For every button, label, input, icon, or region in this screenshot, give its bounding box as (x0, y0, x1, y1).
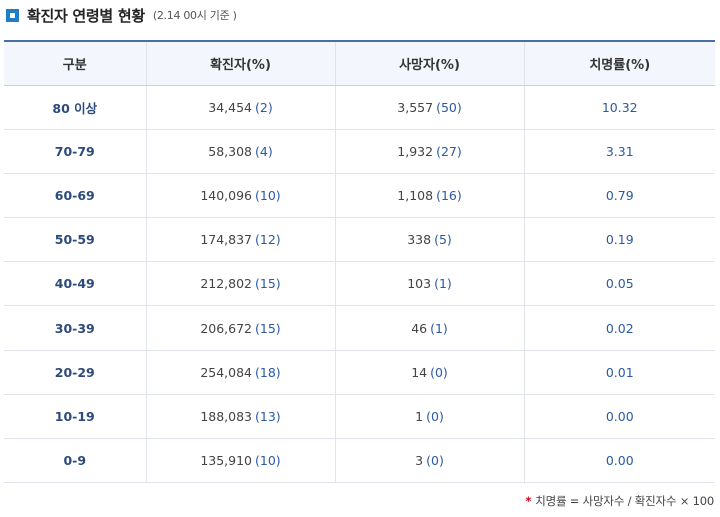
confirmed-percent: (10) (255, 187, 281, 203)
table-row: 40-49 212,802 (15) 103 (1) 0.05 (4, 261, 715, 307)
confirmed-cell: 212,802 (15) (146, 261, 336, 307)
confirmed-count: 254,084 (200, 364, 253, 380)
age-group-cell: 60-69 (4, 173, 147, 219)
deaths-cell: 103 (1) (335, 261, 525, 307)
table-header-row: 구분 확진자(%) 사망자(%) 치명률(%) (4, 40, 715, 86)
deaths-count: 1,932 (397, 143, 434, 159)
table-row: 70-79 58,308 (4) 1,932 (27) 3.31 (4, 129, 715, 174)
confirmed-count: 140,096 (200, 187, 253, 203)
confirmed-count: 34,454 (208, 99, 253, 115)
reference-time: (2.14 00시 기준 ) (152, 9, 237, 22)
section-heading: 확진자 연령별 현황 (2.14 00시 기준 ) (6, 4, 237, 26)
fatality-rate-cell: 3.31 (524, 129, 715, 174)
confirmed-percent: (10) (255, 453, 281, 469)
table-row: 0-9 135,910 (10) 3 (0) 0.00 (4, 438, 715, 484)
confirmed-count: 212,802 (200, 276, 253, 292)
table-body: 80 이상 34,454 (2) 3,557 (50) 10.32 70-79 58,308(… (4, 85, 715, 484)
section-title: 확진자 연령별 현황 (27, 6, 145, 25)
footnote: * 치명률 = 사망자수 / 확진자수 × 100 (525, 493, 714, 509)
confirmed-percent: (13) (255, 408, 281, 424)
header-fatality-rate: 치명률(%) (524, 40, 715, 86)
age-group-cell: 80 이상 (4, 85, 147, 130)
header-deaths: 사망자(%) (335, 40, 525, 86)
table-row: 20-29 254,084 (18) 14 (0) 0.01 (4, 350, 715, 395)
age-group-cell: 10-19 (4, 394, 147, 440)
deaths-percent: (1) (434, 276, 452, 292)
deaths-percent: (5) (434, 232, 452, 248)
deaths-cell: 46 (1) (335, 305, 525, 351)
confirmed-count: 58,308 (208, 143, 253, 159)
table-row: 50-59 174,837 (12) 338 (5) 0.19 (4, 217, 715, 263)
confirmed-percent: (4) (255, 143, 273, 159)
confirmed-percent: (15) (255, 320, 281, 336)
age-group-cell: 50-59 (4, 217, 147, 263)
fatality-rate-cell: 0.01 (524, 350, 715, 395)
confirmed-count: 135,910 (200, 453, 253, 469)
age-group-cell: 70-79 (4, 129, 147, 174)
confirmed-percent: (12) (255, 232, 281, 248)
fatality-rate-cell: 0.00 (524, 438, 715, 484)
deaths-percent: (1) (430, 320, 448, 336)
age-status-table: 구분 확진자(%) 사망자(%) 치명률(%) 80 이상 34,454 (2) 3,… (4, 40, 715, 484)
square-bullet-icon (6, 8, 19, 22)
deaths-cell: 338 (5) (335, 217, 525, 263)
deaths-cell: 1,108 (16) (335, 173, 525, 219)
table-row: 80 이상 34,454 (2) 3,557 (50) 10.32 (4, 85, 715, 130)
table-row: 10-19 188,083 (13) 1 (0) 0.00 (4, 394, 715, 440)
deaths-cell: 3,557 (50) (335, 85, 525, 130)
deaths-count: 1,108 (397, 187, 434, 203)
fatality-rate-cell: 0.19 (524, 217, 715, 263)
confirmed-count: 188,083 (200, 408, 253, 424)
deaths-count: 3,557 (397, 99, 434, 115)
deaths-count: 338 (407, 232, 432, 248)
deaths-cell: 3 (0) (335, 438, 525, 484)
age-group-cell: 40-49 (4, 261, 147, 307)
table-row: 30-39 206,672 (15) 46 (1) 0.02 (4, 305, 715, 351)
header-group: 구분 (4, 40, 147, 86)
confirmed-cell: 206,672 (15) (146, 305, 336, 351)
deaths-count: 1 (415, 408, 424, 424)
fatality-rate-cell: 10.32 (524, 85, 715, 130)
fatality-rate-cell: 0.79 (524, 173, 715, 219)
deaths-count: 14 (411, 364, 428, 380)
confirmed-cell: 135,910 (10) (146, 438, 336, 484)
deaths-percent: (16) (436, 187, 462, 203)
table-row: 60-69 140,096 (10) 1,108 (16) 0.79 (4, 173, 715, 219)
confirmed-count: 174,837 (200, 232, 253, 248)
header-confirmed: 확진자(%) (146, 40, 336, 86)
deaths-percent: (50) (436, 99, 462, 115)
confirmed-percent: (2) (255, 99, 273, 115)
confirmed-cell: 254,084 (18) (146, 350, 336, 395)
deaths-count: 3 (415, 453, 424, 469)
confirmed-cell: 34,454 (2) (146, 85, 336, 130)
confirmed-cell: 174,837 (12) (146, 217, 336, 263)
confirmed-cell: 58,308 (4) (146, 129, 336, 174)
age-group-cell: 0-9 (4, 438, 147, 484)
confirmed-cell: 188,083 (13) (146, 394, 336, 440)
footnote-marker: * (525, 494, 532, 508)
deaths-percent: (0) (426, 408, 444, 424)
fatality-rate-cell: 0.05 (524, 261, 715, 307)
confirmed-count: 206,672 (200, 320, 253, 336)
deaths-cell: 14 (0) (335, 350, 525, 395)
fatality-rate-cell: 0.00 (524, 394, 715, 440)
deaths-percent: (0) (426, 453, 444, 469)
deaths-count: 46 (411, 320, 428, 336)
deaths-cell: 1 (0) (335, 394, 525, 440)
deaths-cell: 1,932 (27) (335, 129, 525, 174)
fatality-rate-cell: 0.02 (524, 305, 715, 351)
confirmed-percent: (15) (255, 276, 281, 292)
confirmed-cell: 140,096 (10) (146, 173, 336, 219)
age-group-cell: 20-29 (4, 350, 147, 395)
deaths-count: 103 (407, 276, 432, 292)
deaths-percent: (0) (430, 364, 448, 380)
age-group-cell: 30-39 (4, 305, 147, 351)
footnote-text: 치명률 = 사망자수 / 확진자수 × 100 (535, 494, 714, 508)
confirmed-percent: (18) (255, 364, 281, 380)
deaths-percent: (27) (436, 143, 462, 159)
